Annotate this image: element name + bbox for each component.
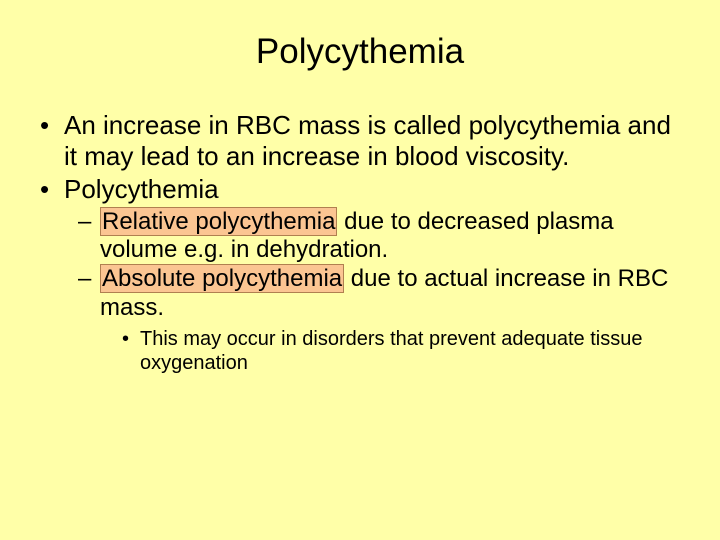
bullet-level2: Absolute polycythemia due to actual incr… [78,265,690,323]
bullet-level2: Relative polycythemia due to decreased p… [78,208,690,266]
slide: Polycythemia An increase in RBC mass is … [0,0,720,540]
highlighted-term: Absolute polycythemia [100,264,344,293]
slide-title: Polycythemia [30,32,690,72]
highlighted-term: Relative polycythemia [100,207,337,236]
bullet-level1: Polycythemia [40,174,690,205]
bullet-level3: This may occur in disorders that prevent… [122,327,690,375]
bullet-level1: An increase in RBC mass is called polycy… [40,110,690,172]
